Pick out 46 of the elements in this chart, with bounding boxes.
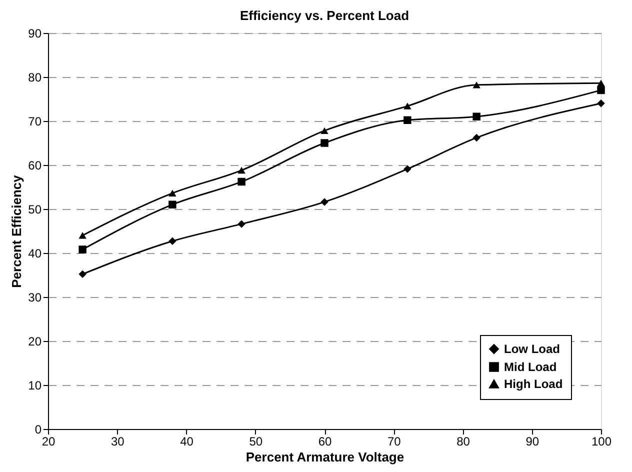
point	[404, 116, 412, 124]
y-tick-label: 60	[28, 158, 42, 172]
legend-label: Low Load	[504, 342, 560, 356]
point	[238, 220, 246, 228]
point	[597, 86, 605, 94]
x-tick-label: 60	[318, 434, 332, 448]
y-tick-label: 80	[28, 70, 42, 84]
x-tick-label: 20	[42, 434, 56, 448]
point	[404, 165, 412, 173]
point	[168, 200, 176, 208]
y-tick-label: 0	[34, 422, 42, 436]
x-tick-label: 90	[526, 434, 540, 448]
y-tick-label: 30	[28, 290, 42, 304]
point	[320, 198, 328, 206]
point	[404, 102, 412, 110]
x-tick-label: 30	[110, 434, 125, 448]
point	[320, 127, 328, 134]
x-tick-label: 100	[591, 434, 612, 448]
y-tick-label: 40	[28, 246, 42, 260]
y-tick-label: 50	[28, 202, 42, 216]
y-axis-title: Percent Efficiency	[9, 174, 24, 288]
y-tick-label: 90	[28, 26, 42, 40]
point	[78, 270, 86, 278]
x-tick-label: 50	[249, 434, 263, 448]
x-axis-title: Percent Armature Voltage	[246, 450, 404, 464]
x-tick-label: 80	[456, 434, 470, 448]
point	[238, 178, 246, 186]
point	[320, 139, 328, 147]
point	[78, 246, 86, 254]
y-tick-label: 10	[28, 378, 42, 392]
point	[168, 190, 176, 197]
legend-label: Mid Load	[504, 360, 557, 374]
point	[472, 134, 480, 142]
point	[597, 100, 605, 108]
point	[597, 80, 605, 87]
x-tick-label: 40	[180, 434, 194, 448]
x-tick-label: 70	[387, 434, 402, 448]
point	[78, 232, 86, 239]
point	[472, 112, 480, 120]
y-tick-label: 70	[28, 114, 42, 128]
point	[168, 237, 176, 245]
point	[238, 166, 246, 174]
y-tick-label: 20	[28, 334, 42, 348]
point	[472, 82, 480, 88]
legend-label: High Load	[504, 377, 563, 391]
chart-title: Efficiency vs. Percent Load	[240, 8, 410, 23]
